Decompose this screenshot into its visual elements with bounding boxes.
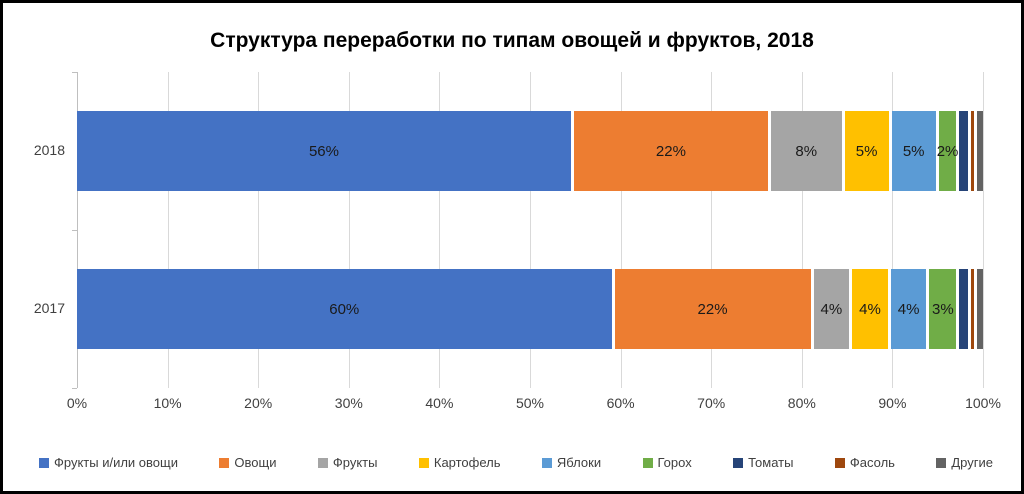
legend-swatch-icon bbox=[936, 457, 947, 468]
bar-segment-Фасоль bbox=[971, 111, 975, 191]
bar-segment-Фасоль bbox=[971, 269, 975, 349]
x-axis-tick-label: 80% bbox=[787, 395, 816, 411]
x-axis-tick-label: 50% bbox=[515, 395, 545, 411]
legend-swatch-icon bbox=[733, 457, 744, 468]
bar-segment-Яблоки: 5% bbox=[891, 111, 936, 191]
bar-2018: 56% 22% 8% 5% 5% 2% bbox=[77, 111, 983, 191]
legend-item-Фрукты: Фрукты bbox=[317, 455, 378, 470]
x-axis-tick-label: 10% bbox=[153, 395, 182, 411]
category-axis-tick bbox=[72, 388, 77, 389]
gridline bbox=[348, 72, 350, 388]
legend-item-Фасоль: Фасоль bbox=[834, 455, 895, 470]
gridline bbox=[892, 72, 894, 388]
bar-segment-Фрукты и/или овощи: 60% bbox=[77, 269, 612, 349]
data-label: 56% bbox=[308, 142, 339, 160]
data-label: 4% bbox=[897, 300, 920, 318]
data-label: 5% bbox=[855, 142, 878, 160]
gridline bbox=[258, 72, 260, 388]
legend-swatch-icon bbox=[541, 457, 552, 468]
legend-item-Горох: Горох bbox=[642, 455, 692, 470]
bar-segment-Картофель: 5% bbox=[844, 111, 889, 191]
bar-segment-Томаты bbox=[959, 111, 969, 191]
legend: Фрукты и/или овощи Овощи Фрукты Картофель Яб… bbox=[39, 455, 993, 470]
category-axis-tick bbox=[72, 230, 77, 231]
legend-item-Картофель: Картофель bbox=[418, 455, 501, 470]
data-label: 8% bbox=[795, 142, 818, 160]
gridline bbox=[167, 72, 169, 388]
gridline bbox=[439, 72, 441, 388]
gridline bbox=[801, 72, 803, 388]
legend-item-label: Фрукты bbox=[332, 455, 378, 470]
x-axis-tick-label: 0% bbox=[66, 395, 88, 411]
legend-swatch-icon bbox=[219, 457, 230, 468]
y-axis-line bbox=[77, 72, 78, 388]
legend-item-label: Горох bbox=[657, 455, 692, 470]
plot-area: 56% 22% 8% 5% 5% 2% 60% 22% 4% 4% 4% 3% bbox=[72, 72, 984, 389]
bar-segment-Другие bbox=[977, 111, 983, 191]
bar-segment-Томаты bbox=[959, 269, 969, 349]
x-axis-tick-label: 90% bbox=[878, 395, 907, 411]
legend-item-label: Фасоль bbox=[849, 455, 895, 470]
legend-item-label: Томаты bbox=[748, 455, 794, 470]
gridline bbox=[711, 72, 713, 388]
bar-segment-Горох: 2% bbox=[936, 111, 959, 191]
gridline bbox=[983, 72, 984, 388]
x-axis-tick-label: 60% bbox=[606, 395, 635, 411]
x-axis-tick-label: 20% bbox=[244, 395, 273, 411]
legend-item-Яблоки: Яблоки bbox=[541, 455, 602, 470]
data-label: 4% bbox=[859, 300, 881, 318]
x-axis-tick-label: 40% bbox=[425, 395, 454, 411]
chart-title: Структура переработки по типам овощей и … bbox=[210, 29, 814, 52]
legend-swatch-icon bbox=[317, 457, 328, 468]
x-axis-tick-label: 70% bbox=[697, 395, 726, 411]
legend-swatch-icon bbox=[418, 457, 429, 468]
legend-swatch-icon bbox=[39, 457, 49, 468]
bar-segment-Фрукты: 4% bbox=[813, 269, 850, 349]
legend-item-label: Овощи bbox=[234, 455, 277, 470]
legend-item-Другие: Другие bbox=[936, 455, 993, 470]
category-axis-tick bbox=[72, 72, 77, 73]
y-axis-category-label: 2018 bbox=[33, 142, 65, 158]
gridline bbox=[620, 72, 622, 388]
bar-2017: 60% 22% 4% 4% 4% 3% bbox=[77, 269, 984, 349]
legend-swatch-icon bbox=[834, 457, 845, 468]
data-label: 2% bbox=[936, 142, 959, 160]
bar-segment-Горох: 3% bbox=[929, 269, 957, 349]
gridline bbox=[530, 72, 531, 388]
bar-segment-Другие bbox=[977, 269, 984, 349]
legend-item-Овощи: Овощи bbox=[219, 455, 276, 470]
data-label: 3% bbox=[931, 300, 954, 318]
y-axis-category-label: 2017 bbox=[33, 300, 65, 316]
bar-segment-Картофель: 4% bbox=[852, 269, 888, 349]
bar-segment-Овощи: 22% bbox=[614, 269, 811, 349]
data-label: 5% bbox=[902, 142, 925, 160]
x-axis-tick-label: 30% bbox=[334, 395, 363, 411]
legend-item-label: Фрукты и/или овощи bbox=[54, 455, 178, 470]
data-label: 22% bbox=[655, 142, 686, 160]
legend-item-Фрукты и/или овощи: Фрукты и/или овощи bbox=[39, 455, 178, 470]
legend-item-label: Яблоки bbox=[556, 455, 602, 470]
bar-segment-Фрукты: 8% bbox=[770, 111, 842, 191]
legend-item-label: Картофель bbox=[433, 455, 501, 470]
bar-segment-Овощи: 22% bbox=[573, 111, 768, 191]
legend-item-Томаты: Томаты bbox=[733, 455, 793, 470]
x-axis-tick-label: 100% bbox=[965, 395, 1001, 411]
data-label: 4% bbox=[820, 300, 843, 318]
data-label: 60% bbox=[329, 300, 360, 318]
bar-segment-Яблоки: 4% bbox=[890, 269, 927, 349]
bar-segment-Фрукты и/или овощи: 56% bbox=[77, 111, 571, 191]
legend-item-label: Другие bbox=[951, 455, 993, 470]
legend-swatch-icon bbox=[642, 457, 653, 468]
data-label: 22% bbox=[697, 300, 728, 318]
